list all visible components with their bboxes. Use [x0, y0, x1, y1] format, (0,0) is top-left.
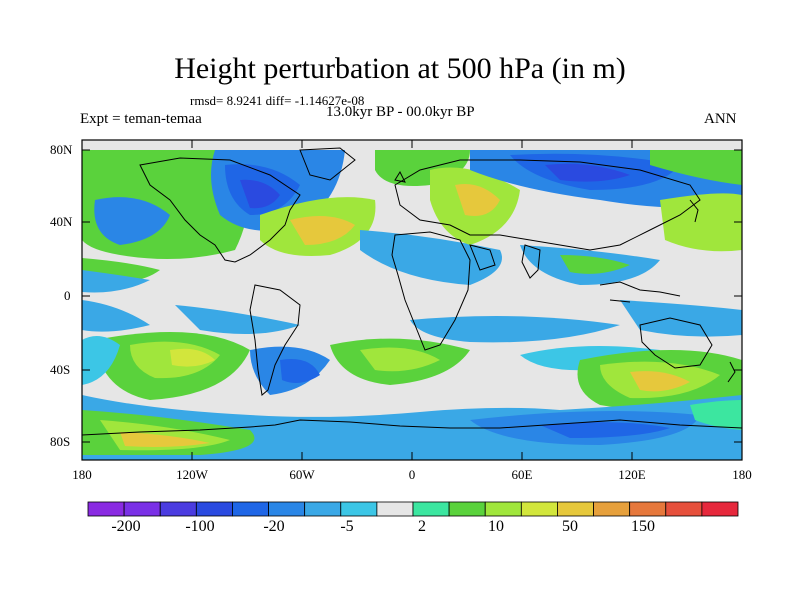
- contour-region: [620, 300, 742, 337]
- coastline-greenland: [299, 147, 356, 181]
- coastline-japan: [689, 199, 699, 223]
- coastline-maritime: [599, 281, 681, 303]
- y-label-eq: 0: [64, 288, 71, 303]
- coastline-india: [521, 244, 541, 279]
- contour-region: [120, 432, 210, 447]
- contour-region: [660, 193, 742, 252]
- colorbar-box: [268, 501, 306, 517]
- colorbar-label: -5: [340, 518, 354, 535]
- x-label-120e: 120E: [618, 467, 646, 482]
- y-label-80s: 80S: [50, 434, 71, 449]
- colorbar-label: 10: [488, 518, 504, 535]
- colorbar-box: [232, 501, 269, 517]
- colorbar-label: 150: [631, 518, 655, 535]
- contour-region: [360, 347, 440, 372]
- coastline-north-america: [139, 157, 301, 263]
- coastline-arabia: [469, 244, 496, 271]
- contour-region: [540, 422, 670, 438]
- contour-region: [175, 305, 300, 334]
- colorbar-box: [484, 501, 522, 517]
- contour-region: [455, 184, 500, 216]
- colorbar-box: [412, 501, 450, 517]
- season-label: ANN: [704, 111, 737, 127]
- colorbar-label: -200: [111, 518, 141, 535]
- x-label-0: 0: [408, 467, 416, 482]
- colorbar-label: 2: [418, 518, 426, 535]
- colorbar: [87, 501, 739, 517]
- contour-region: [82, 270, 150, 293]
- x-label-60w: 60W: [289, 467, 315, 482]
- contour-region: [170, 348, 215, 367]
- contour-field: [82, 140, 742, 460]
- colorbar-box: [376, 501, 414, 517]
- colorbar-box: [159, 501, 197, 517]
- coastline-eurasia: [394, 159, 701, 251]
- contour-region: [240, 179, 280, 209]
- contour-region: [82, 336, 120, 385]
- colorbar-label: -20: [263, 518, 285, 535]
- colorbar-box: [87, 501, 125, 517]
- x-label-180e: 180: [732, 467, 752, 482]
- coastlines: [82, 147, 742, 436]
- colorbar-box: [340, 501, 378, 517]
- coastline-uk: [394, 170, 406, 183]
- contour-region: [630, 371, 690, 392]
- x-label-180w: 180: [72, 467, 92, 482]
- coastline-africa: [391, 231, 471, 351]
- x-label-120w: 120W: [176, 467, 208, 482]
- contour-region: [650, 150, 742, 185]
- coastline-new-zealand: [727, 361, 736, 383]
- coastline-australia: [639, 317, 713, 369]
- colorbar-box: [304, 501, 342, 517]
- colorbar-box: [665, 501, 703, 517]
- colorbar-box: [557, 501, 594, 517]
- colorbar-box: [520, 501, 558, 517]
- contour-region: [82, 300, 150, 332]
- contour-region: [545, 163, 630, 182]
- contour-region: [690, 400, 742, 430]
- x-label-60e: 60E: [511, 467, 533, 482]
- colorbar-box: [629, 501, 667, 517]
- period-label: 13.0kyr BP - 00.0kyr BP: [326, 104, 475, 120]
- contour-region: [360, 230, 502, 285]
- y-label-80n: 80N: [50, 142, 73, 157]
- stats-text: rmsd= 8.9241 diff= -1.14627e-08: [190, 93, 365, 108]
- colorbar-box: [701, 501, 739, 517]
- contour-region: [290, 216, 355, 245]
- colorbar-box: [123, 501, 161, 517]
- colorbar-box: [593, 501, 631, 517]
- experiment-label: Expt = teman-temaa: [80, 111, 202, 127]
- contour-region: [280, 359, 320, 384]
- colorbar-box: [195, 501, 233, 517]
- coastline-antarctica: [82, 419, 742, 436]
- y-label-40s: 40S: [50, 362, 71, 377]
- y-label-40n: 40N: [50, 214, 73, 229]
- axis-ticks: [81, 140, 743, 460]
- contour-region: [94, 197, 170, 245]
- colorbar-box: [448, 501, 486, 517]
- colorbar-label: -100: [185, 518, 215, 535]
- contour-region: [410, 316, 620, 343]
- coastline-south-america: [249, 284, 301, 396]
- colorbar-label: 50: [562, 518, 578, 535]
- contour-region: [560, 255, 630, 274]
- map-title: Height perturbation at 500 hPa (in m): [174, 52, 626, 85]
